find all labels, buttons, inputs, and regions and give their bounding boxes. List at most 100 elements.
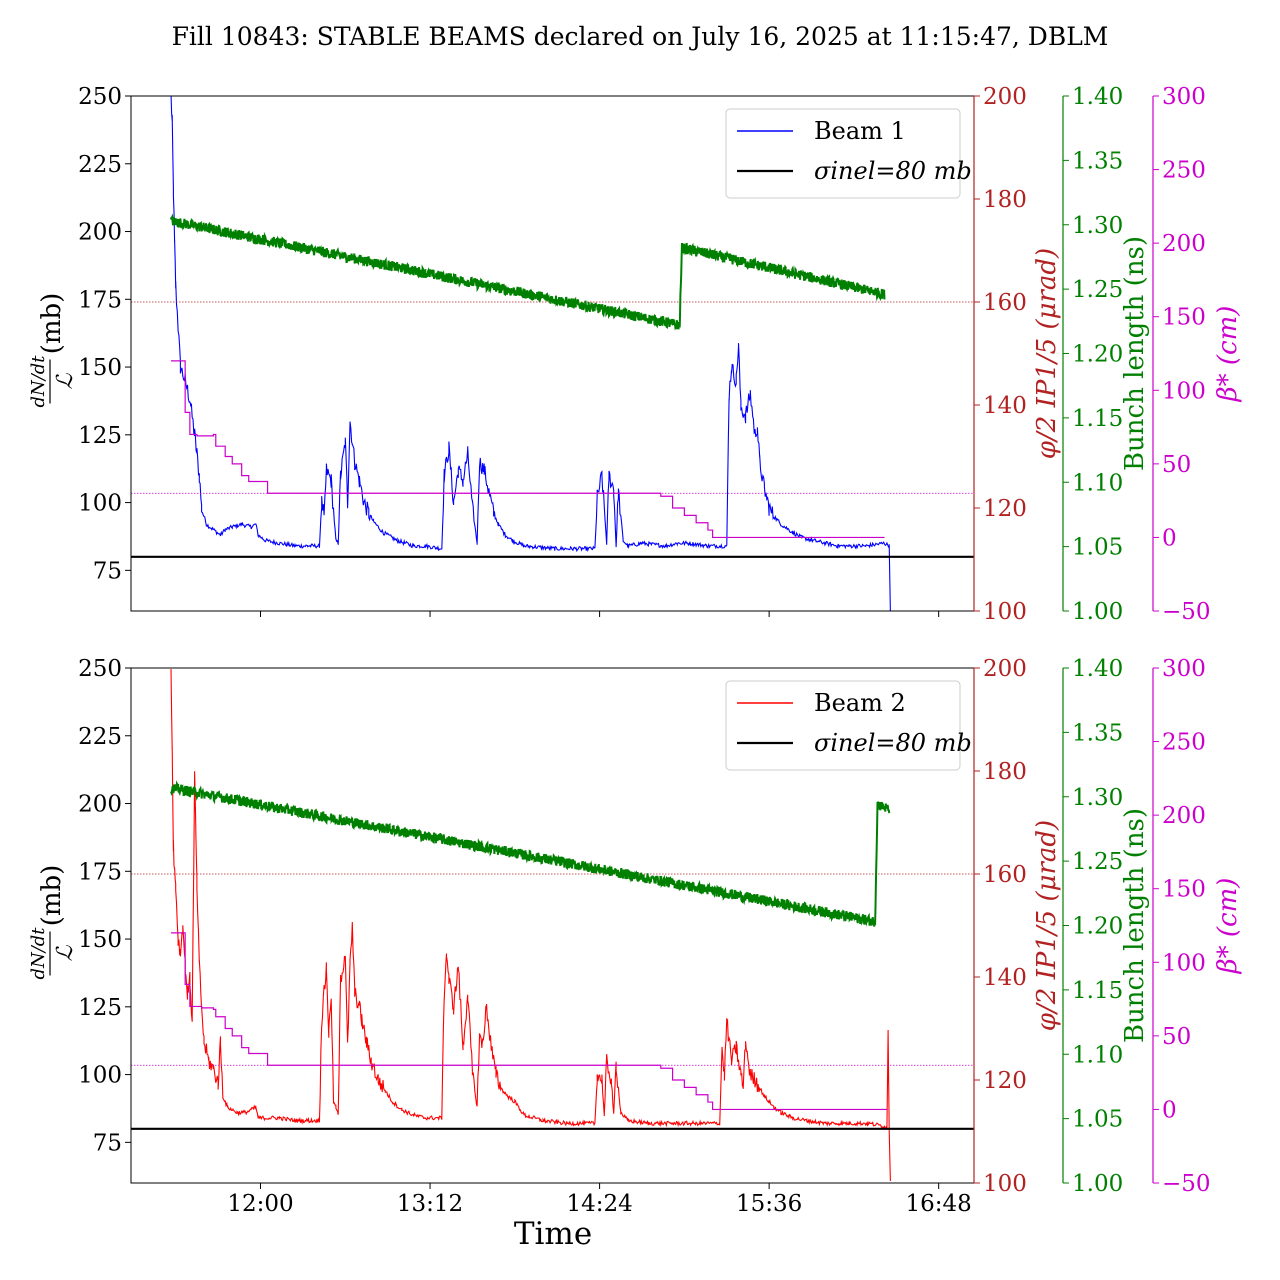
bunch-axis-tick-label: 1.25 (1072, 277, 1123, 303)
bunch-axis-tick-label: 1.00 (1072, 1171, 1123, 1197)
bunch-axis-tick-label: 1.40 (1072, 84, 1123, 110)
angle-axis-tick-label: 120 (983, 1068, 1027, 1094)
angle-axis-label: φ/2 IP1/5 (μrad) (1032, 820, 1062, 1031)
beta-axis-tick-label: 250 (1162, 730, 1206, 756)
x-axis-tick-label: 13:12 (397, 1191, 463, 1217)
bunch-axis-label: Bunch length (ns) (1120, 236, 1150, 471)
bunch-axis-tick-label: 1.20 (1072, 342, 1123, 368)
bunch-axis-tick-label: 1.00 (1072, 599, 1123, 625)
legend-label-sigma: σinel=80 mb (814, 157, 972, 185)
beta-axis-tick-label: 50 (1162, 452, 1191, 478)
plot-area (131, 96, 974, 611)
beta-axis-label: β* (cm) (1213, 306, 1243, 403)
angle-axis-tick-label: 100 (983, 1171, 1027, 1197)
left-axis-tick-label: 125 (78, 423, 122, 449)
left-axis-tick-label: 200 (78, 792, 122, 818)
beta-star-line (171, 360, 885, 539)
x-axis-label: Time (514, 1216, 592, 1252)
left-axis-label-denominator: ℒ (53, 372, 78, 389)
angle-axis-tick-label: 120 (983, 496, 1027, 522)
legend-label-beam: Beam 1 (814, 117, 906, 145)
x-axis-tick-label: 12:00 (227, 1191, 293, 1217)
beta-axis-tick-label: 200 (1162, 803, 1206, 829)
plot-area (131, 668, 974, 1182)
chart-title: Fill 10843: STABLE BEAMS declared on Jul… (172, 22, 1109, 51)
bunch-axis-tick-label: 1.35 (1072, 148, 1123, 174)
left-axis-label: dN/dt ℒ (mb) (28, 865, 78, 980)
legend: Beam 2 σinel=80 mb (725, 680, 972, 771)
left-axis-tick-label: 200 (78, 220, 122, 246)
left-axis-tick-label: 175 (78, 859, 122, 885)
left-axis-tick-label: 225 (78, 152, 122, 178)
bunch-axis-tick-label: 1.30 (1072, 213, 1123, 239)
beta-star-line (171, 932, 887, 1111)
x-axis-tick-label: 16:48 (906, 1191, 972, 1217)
left-axis-tick-label: 250 (78, 656, 122, 682)
left-axis-tick-label: 175 (78, 287, 122, 313)
left-axis-tick-label: 150 (78, 355, 122, 381)
left-axis-label-denominator: ℒ (53, 944, 78, 961)
left-axis-tick-label: 100 (78, 491, 122, 517)
beta-axis-tick-label: 100 (1162, 378, 1206, 404)
left-axis-tick-label: 150 (78, 927, 122, 953)
beta-axis-tick-label: 300 (1162, 656, 1206, 682)
beam-1-line (170, 96, 891, 611)
bunch-axis-tick-label: 1.20 (1072, 914, 1123, 940)
panel-beam-1: 75 100 125 150 175 200 225 250 dN/dt ℒ (mb) 100 120 1… (28, 84, 1243, 625)
angle-axis-tick-label: 180 (983, 187, 1027, 213)
beta-axis-tick-label: 300 (1162, 84, 1206, 110)
angle-axis-tick-label: 160 (983, 862, 1027, 888)
bunch-axis-label: Bunch length (ns) (1120, 808, 1150, 1043)
beta-axis-tick-label: −50 (1162, 599, 1211, 625)
angle-axis-tick-label: 200 (983, 656, 1027, 682)
bunch-axis-tick-label: 1.10 (1072, 470, 1123, 496)
bunch-axis-tick-label: 1.10 (1072, 1042, 1123, 1068)
bunch-length-line (170, 213, 886, 331)
left-axis-label-numerator: dN/dt (28, 355, 49, 408)
beta-axis-tick-label: 50 (1162, 1024, 1191, 1050)
beta-axis-tick-label: 200 (1162, 231, 1206, 257)
beta-axis-label: β* (cm) (1213, 878, 1243, 975)
angle-axis-tick-label: 100 (983, 599, 1027, 625)
beam-2-line (170, 668, 891, 1182)
left-axis-tick-label: 225 (78, 724, 122, 750)
left-axis-label: dN/dt ℒ (mb) (28, 293, 78, 408)
angle-axis-tick-label: 200 (983, 84, 1027, 110)
left-axis-tick-label: 75 (93, 1130, 122, 1156)
left-axis-tick-label: 250 (78, 84, 122, 110)
x-axis-tick-label: 15:36 (736, 1191, 802, 1217)
angle-axis-label: φ/2 IP1/5 (μrad) (1032, 248, 1062, 459)
beta-axis-tick-label: 150 (1162, 877, 1206, 903)
legend: Beam 1 σinel=80 mb (725, 108, 972, 199)
angle-axis-tick-label: 140 (983, 393, 1027, 419)
bunch-axis-tick-label: 1.15 (1072, 406, 1123, 432)
panel-beam-2: 75 100 125 150 175 200 225 250 dN/dt ℒ (mb) 100 120 1… (28, 656, 1243, 1217)
beta-axis-tick-label: 0 (1162, 525, 1177, 551)
left-axis-tick-label: 100 (78, 1063, 122, 1089)
beta-axis-tick-label: 0 (1162, 1097, 1177, 1123)
beta-axis-tick-label: −50 (1162, 1171, 1211, 1197)
x-axis-tick-label: 14:24 (566, 1191, 632, 1217)
angle-axis-tick-label: 180 (983, 759, 1027, 785)
left-axis-label-unit: (mb) (37, 865, 67, 927)
left-axis-tick-label: 75 (93, 558, 122, 584)
bunch-axis-tick-label: 1.05 (1072, 1107, 1123, 1133)
bunch-axis-tick-label: 1.25 (1072, 849, 1123, 875)
angle-axis-tick-label: 140 (983, 965, 1027, 991)
beta-axis-tick-label: 100 (1162, 950, 1206, 976)
beta-axis-tick-label: 150 (1162, 305, 1206, 331)
bunch-axis-tick-label: 1.30 (1072, 785, 1123, 811)
left-axis-tick-label: 125 (78, 995, 122, 1021)
bunch-length-line (170, 780, 891, 927)
left-axis-label-numerator: dN/dt (28, 927, 49, 980)
bunch-axis-tick-label: 1.15 (1072, 978, 1123, 1004)
left-axis-label-unit: (mb) (37, 293, 67, 355)
angle-axis-tick-label: 160 (983, 290, 1027, 316)
legend-label-sigma: σinel=80 mb (814, 729, 972, 757)
bunch-axis-tick-label: 1.40 (1072, 656, 1123, 682)
beta-axis-tick-label: 250 (1162, 158, 1206, 184)
bunch-axis-tick-label: 1.35 (1072, 720, 1123, 746)
legend-label-beam: Beam 2 (814, 689, 906, 717)
bunch-axis-tick-label: 1.05 (1072, 535, 1123, 561)
